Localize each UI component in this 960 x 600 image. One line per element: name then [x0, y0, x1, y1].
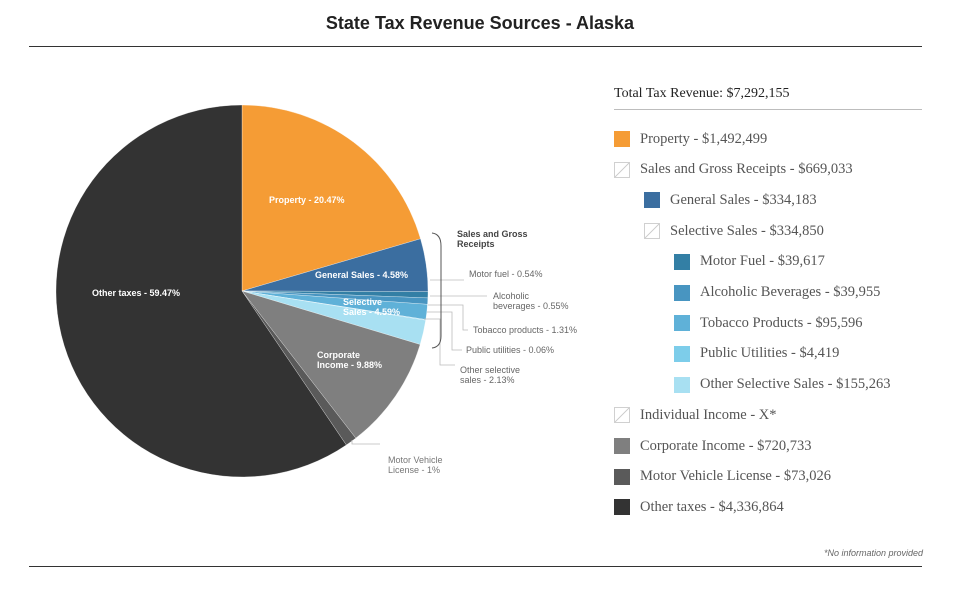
legend-swatch — [674, 376, 690, 393]
slice-label-9: Other taxes - 59.47% — [92, 288, 180, 298]
legend-item: Other Selective Sales - $155,263 — [674, 376, 890, 394]
pie-slice-7 — [241, 290, 421, 439]
slice-label-7: Corporate Income - 9.88% — [317, 350, 382, 370]
legend-label: Other Selective Sales - $155,263 — [700, 376, 891, 393]
slice-label-4: Tobacco products - 1.31% — [473, 325, 577, 335]
legend-label: Alcoholic Beverages - $39,955 — [700, 284, 881, 300]
legend-label: General Sales - $334,183 — [670, 191, 817, 208]
legend-swatch — [674, 345, 690, 362]
legend-label: Other taxes - $4,336,864 — [640, 498, 784, 515]
legend-label: Public Utilities - $4,419 — [700, 345, 840, 362]
legend-swatch — [614, 438, 630, 454]
legend-label: Individual Income - X* — [640, 406, 777, 423]
group-bracket — [431, 232, 442, 349]
legend-swatch — [614, 468, 630, 485]
legend-swatch — [614, 407, 630, 424]
leader-line-4 — [428, 304, 468, 331]
legend-label: Motor Vehicle License - $73,026 — [640, 468, 832, 485]
legend-label: Corporate Income - $720,733 — [640, 437, 812, 454]
legend-swatch — [674, 284, 690, 301]
slice-label-1: General Sales - 4.58% — [315, 270, 408, 280]
legend-label: Selective Sales - $334,850 — [670, 222, 824, 239]
legend-label: Property - $1,492,499 — [640, 130, 768, 147]
legend-swatch — [614, 499, 630, 516]
legend-item: Motor Vehicle License - $73,026 — [614, 468, 831, 486]
legend-label: Motor Fuel - $39,617 — [700, 253, 825, 270]
legend-swatch — [614, 131, 630, 147]
slice-label-3: Alcoholic beverages - 0.55% — [493, 291, 569, 311]
pie-slice-9 — [55, 104, 347, 478]
slice-label-5: Public utilities - 0.06% — [466, 345, 554, 355]
legend-item: Selective Sales - $334,850 — [644, 222, 824, 240]
footnote: *No information provided — [823, 548, 923, 558]
legend-item: Alcoholic Beverages - $39,955 — [674, 284, 880, 302]
legend-item: Motor Fuel - $39,617 — [674, 253, 825, 271]
legend-item: Property - $1,492,499 — [614, 130, 767, 148]
legend-swatch — [674, 253, 690, 270]
legend-item: Individual Income - X* — [614, 406, 777, 424]
slice-label-0: Property - 20.47% — [269, 195, 345, 205]
pie-slice-0 — [241, 104, 421, 292]
legend-label: Tobacco Products - $95,596 — [700, 314, 863, 331]
chart-title: State Tax Revenue Sources - Alaska — [325, 13, 635, 33]
legend-item: Other taxes - $4,336,864 — [614, 498, 784, 516]
legend: Total Tax Revenue: $7,292,155 Property -… — [614, 86, 922, 516]
title-divider — [29, 46, 922, 47]
slice-label-2: Motor fuel - 0.54% — [469, 269, 543, 279]
group-label-selective-sales: Selective Sales - 4.59% — [343, 297, 400, 317]
legend-swatch — [614, 161, 630, 178]
slice-label-6: Other selective sales - 2.13% — [460, 365, 520, 385]
legend-item: Public Utilities - $4,419 — [674, 345, 839, 363]
legend-swatch — [644, 223, 660, 240]
legend-item: General Sales - $334,183 — [644, 191, 817, 209]
slice-label-8: Motor Vehicle License - 1% — [388, 455, 443, 475]
legend-label: Sales and Gross Receipts - $669,033 — [640, 161, 853, 178]
legend-item: Corporate Income - $720,733 — [614, 437, 812, 455]
leader-line-5 — [427, 311, 462, 351]
legend-swatch — [674, 315, 690, 332]
legend-item: Tobacco Products - $95,596 — [674, 314, 862, 332]
legend-swatch — [644, 192, 660, 209]
legend-item: Sales and Gross Receipts - $669,033 — [614, 161, 853, 179]
leader-line-6 — [424, 318, 455, 366]
group-label-sales-gross-receipts: Sales and Gross Receipts — [457, 229, 528, 249]
leader-line-8 — [351, 440, 380, 445]
legend-total: Total Tax Revenue: $7,292,155 — [614, 86, 922, 110]
bottom-divider — [29, 566, 922, 567]
